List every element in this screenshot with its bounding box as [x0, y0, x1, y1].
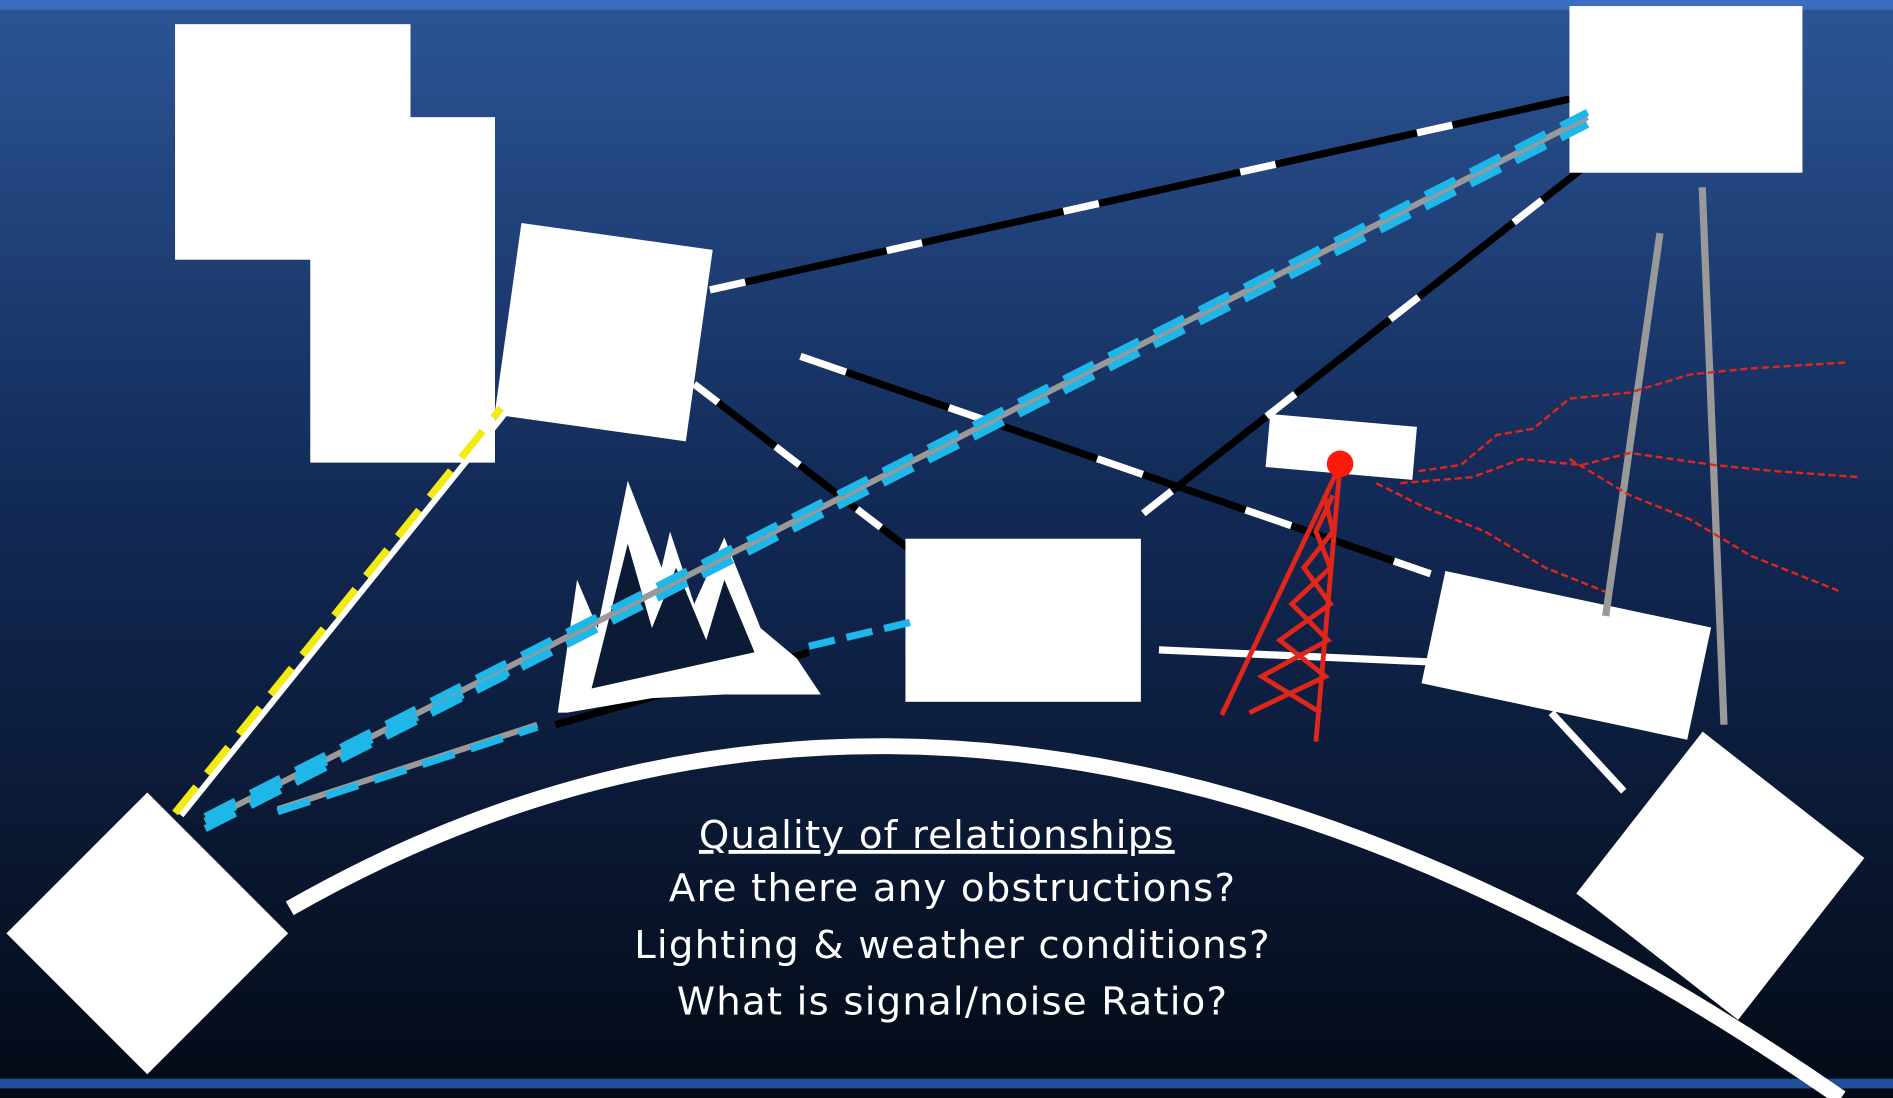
bottom-strip — [0, 1079, 1893, 1089]
question: What is signal/noise Ratio? — [677, 980, 1228, 1025]
question: Lighting & weather conditions? — [634, 923, 1271, 968]
slide: Quality of relationships Are there any o… — [0, 0, 1893, 1098]
page: Quality of relationships Are there any o… — [0, 0, 1893, 1098]
question: Are there any obstructions? — [669, 866, 1236, 911]
heading: Quality of relationships — [699, 813, 1175, 858]
